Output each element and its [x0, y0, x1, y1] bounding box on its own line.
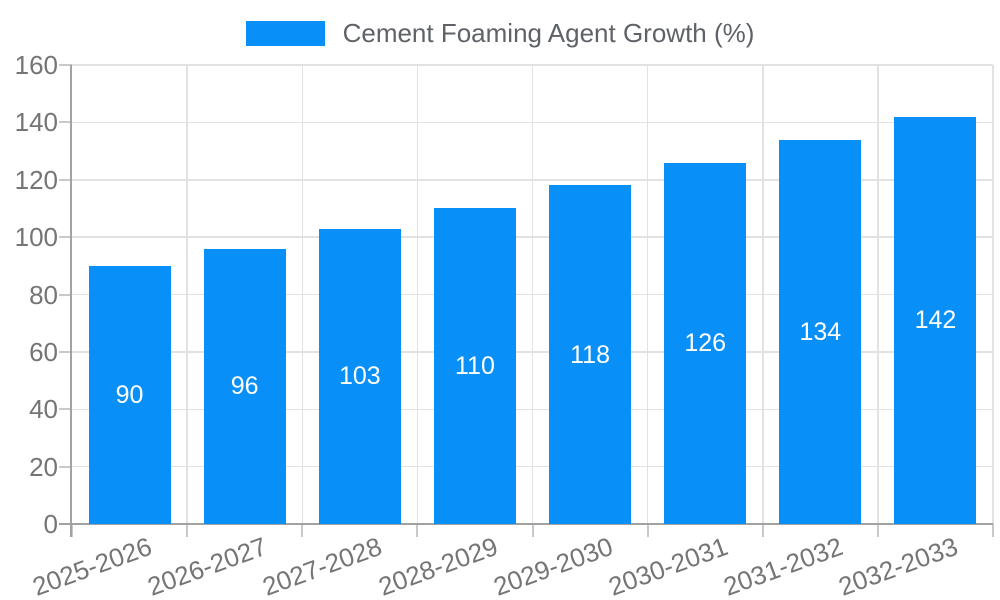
y-axis-tick: [59, 64, 72, 66]
x-axis-tick: [301, 524, 304, 537]
legend-swatch: [245, 20, 325, 46]
x-tick-label: 2029-2030: [489, 531, 617, 600]
x-axis-tick: [992, 524, 994, 537]
grid-line-x: [646, 65, 649, 524]
x-axis-tick: [416, 524, 419, 537]
x-axis-tick: [531, 524, 534, 537]
grid-line-x: [762, 65, 764, 524]
bar: [203, 248, 286, 524]
x-axis-tick: [876, 524, 879, 537]
y-tick-label: 40: [29, 394, 58, 425]
bar-value-label: 110: [455, 352, 495, 381]
grid-line-x: [301, 65, 303, 524]
y-axis-line: [70, 65, 72, 537]
y-axis-tick: [59, 236, 72, 239]
grid-line-x: [992, 65, 994, 524]
bar-value-label: 103: [338, 362, 381, 391]
x-axis-tick: [761, 524, 764, 537]
bar: [664, 162, 747, 524]
x-tick-label: 2026-2027: [143, 531, 271, 600]
x-tick-label: 2032-2033: [834, 531, 962, 600]
y-axis-tick: [59, 408, 72, 411]
y-tick-label: 0: [43, 509, 58, 539]
bar: [433, 208, 516, 524]
bar: [779, 139, 862, 524]
y-axis-tick: [59, 178, 72, 181]
bar-value-label: 142: [914, 306, 957, 335]
bar-value-label: 96: [230, 372, 259, 401]
x-axis-line: [59, 523, 993, 525]
y-tick-label: 120: [14, 164, 58, 195]
grid-line-x: [416, 65, 419, 524]
y-tick-label: 20: [29, 451, 58, 482]
bar-value-label: 90: [115, 380, 144, 409]
x-tick-label: 2027-2028: [258, 531, 387, 600]
y-axis-tick: [59, 121, 72, 124]
x-axis-tick: [646, 524, 649, 537]
x-tick-label: 2030-2031: [604, 531, 732, 600]
legend-label: Cement Foaming Agent Growth (%): [342, 18, 755, 48]
y-tick-label: 140: [14, 107, 58, 138]
x-tick-label: 2028-2029: [374, 531, 502, 600]
grid-line-x: [531, 65, 534, 524]
y-tick-label: 80: [29, 279, 58, 310]
bar-value-label: 118: [570, 340, 610, 369]
y-tick-label: 60: [29, 336, 58, 367]
grid-line-x: [877, 65, 879, 524]
bar-value-label: 134: [799, 317, 842, 346]
bar: [88, 265, 171, 524]
x-axis-tick: [186, 524, 189, 537]
bar-value-label: 126: [684, 329, 727, 358]
bar: [318, 228, 401, 524]
chart-legend: Cement Foaming Agent Growth (%): [0, 19, 1000, 47]
grid-line-x: [186, 65, 188, 524]
y-axis-tick: [59, 465, 72, 468]
y-tick-label: 160: [14, 50, 58, 80]
bar: [549, 185, 632, 524]
x-tick-label: 2031-2032: [719, 531, 847, 600]
y-axis-tick: [59, 350, 72, 353]
x-axis-tick: [71, 524, 73, 537]
bar: [894, 116, 977, 524]
y-axis-tick: [59, 293, 72, 296]
y-tick-label: 100: [14, 222, 58, 253]
x-tick-label: 2025-2026: [28, 531, 156, 600]
